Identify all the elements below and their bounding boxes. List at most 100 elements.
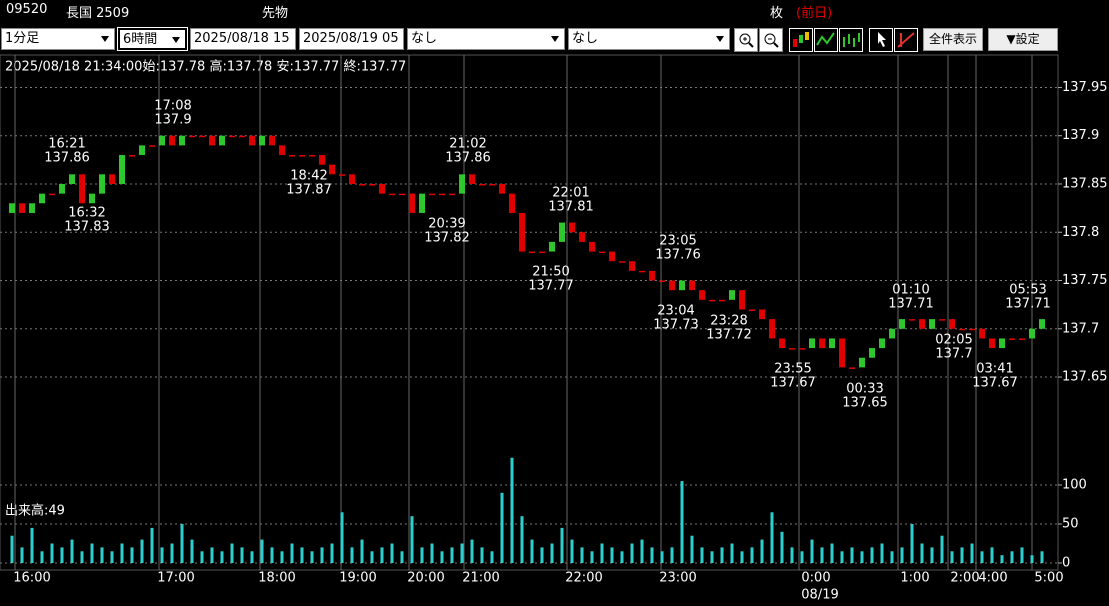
candle [719, 299, 725, 302]
volume-bar [220, 551, 224, 563]
volume-bar [470, 539, 474, 563]
volume-bar [250, 551, 254, 563]
candle [319, 155, 325, 165]
candle [289, 155, 295, 157]
x-tick-label: 2:00 [950, 571, 979, 586]
volume-bar [600, 543, 604, 563]
candle [989, 338, 995, 349]
volume-tick-label: 100 [1062, 478, 1087, 493]
candle [809, 338, 815, 349]
volume-bar [960, 547, 964, 563]
annotation-time: 20:39 [428, 217, 465, 232]
volume-bar [750, 547, 754, 563]
interval-select[interactable]: 1分足 [1, 28, 115, 50]
show-all-button[interactable]: 全件表示 [923, 28, 983, 51]
candle [959, 328, 965, 331]
volume-bar [630, 543, 634, 563]
candle [949, 319, 955, 329]
volume-bar [640, 539, 644, 563]
candle [919, 319, 925, 329]
to-input[interactable]: 2025/08/19 05 [299, 28, 404, 50]
volume-bar [70, 539, 74, 563]
candle [279, 145, 285, 156]
candle [539, 251, 545, 254]
candle [199, 135, 205, 138]
volume-bar [930, 547, 934, 563]
annotation-price: 137.86 [445, 151, 491, 166]
candle [839, 338, 845, 368]
volume-bar [480, 547, 484, 563]
line-mode[interactable] [814, 28, 838, 52]
x-tick-label: 1:00 [900, 571, 929, 586]
candle [239, 135, 245, 138]
candle [869, 348, 875, 358]
candle [709, 299, 715, 302]
annotation-time: 21:50 [532, 265, 569, 280]
overlay-select[interactable]: なし [568, 28, 730, 50]
volume-bar [810, 539, 814, 563]
candle [889, 328, 895, 339]
volume-bar [340, 512, 344, 563]
candle [849, 367, 855, 369]
volume-bar [830, 543, 834, 563]
y-tick-label: 137.7 [1062, 321, 1099, 336]
candle [419, 193, 425, 213]
volume-bar [440, 551, 444, 563]
volume-bar [180, 524, 184, 563]
volume-bar [990, 547, 994, 563]
annotation-time: 23:04 [657, 304, 694, 319]
candle [549, 241, 555, 252]
annotation-time: 16:21 [48, 137, 85, 152]
volume-bar [570, 539, 574, 563]
volume-bar [980, 551, 984, 563]
volume-bar [1000, 555, 1004, 563]
volume-bar [60, 547, 64, 563]
bar-mode[interactable] [839, 28, 863, 52]
zoom-out[interactable] [759, 28, 783, 52]
candle [999, 338, 1005, 349]
annotation-price: 137.65 [842, 396, 888, 411]
annotation-time: 00:33 [846, 382, 883, 397]
annotation-price: 137.71 [1005, 297, 1051, 312]
volume-bar [530, 539, 534, 563]
settings-button[interactable]: ▼設定 [988, 28, 1058, 51]
overlay-select[interactable]: なし [407, 28, 565, 50]
volume-bar [420, 547, 424, 563]
volume-bar [140, 539, 144, 563]
candle [579, 232, 585, 242]
volume-bar [710, 551, 714, 563]
volume-bar [430, 543, 434, 563]
span-select[interactable]: 6時間 [117, 27, 188, 51]
volume-bar [150, 527, 154, 563]
volume-bar [840, 551, 844, 563]
annotation-price: 137.83 [64, 220, 110, 235]
volume-bar [270, 547, 274, 563]
zoom-in[interactable] [734, 28, 758, 52]
volume-bar [90, 543, 94, 563]
code: 09520 [6, 2, 48, 17]
volume-tick-label: 50 [1062, 517, 1079, 532]
volume-bar [680, 481, 684, 563]
from-input[interactable]: 2025/08/18 15 [190, 28, 296, 50]
candle [519, 212, 525, 252]
volume-tick-label: 0 [1062, 556, 1070, 571]
volume-bar [950, 551, 954, 563]
candle [129, 155, 135, 157]
candle [509, 193, 515, 213]
volume-bar [910, 524, 914, 563]
candle [269, 135, 275, 146]
candle [859, 357, 865, 368]
x-tick-label: 21:00 [462, 571, 499, 586]
annotation-price: 137.67 [770, 376, 816, 391]
volume-bar [1010, 551, 1014, 563]
annotation-time: 01:10 [892, 283, 929, 298]
volume-bar [370, 551, 374, 563]
candle [459, 174, 465, 194]
y-tick-label: 137.65 [1062, 370, 1108, 385]
volume-bar [690, 535, 694, 563]
candle-mode[interactable] [789, 28, 813, 52]
draw-tool[interactable] [894, 28, 918, 52]
volume-bar [30, 527, 34, 563]
cursor-tool[interactable] [869, 28, 893, 52]
